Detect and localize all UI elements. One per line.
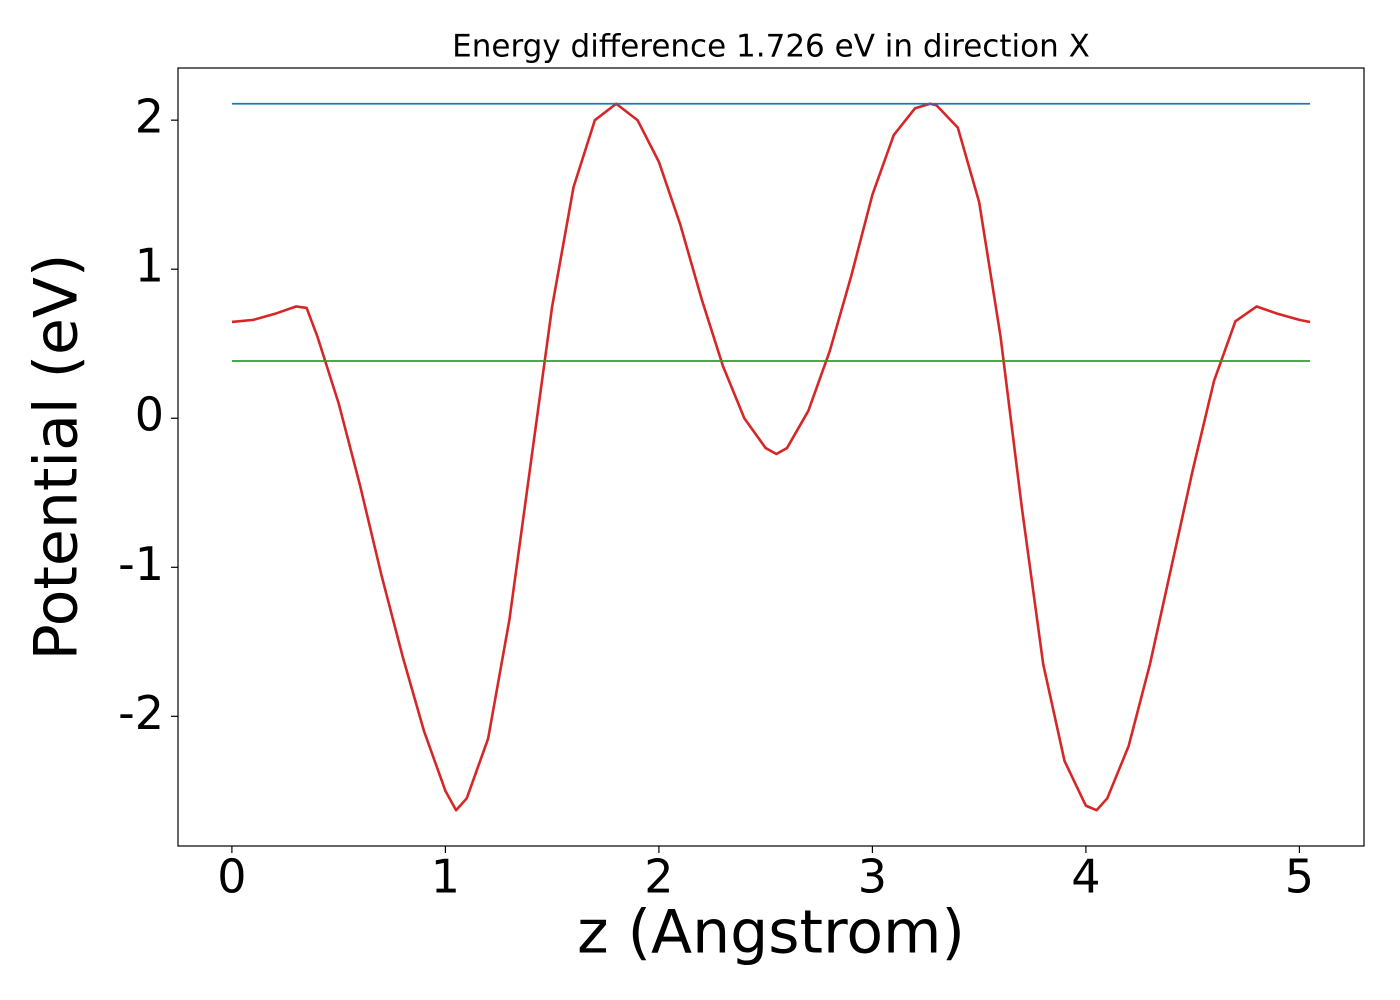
x-axis-label: z (Angstrom) <box>577 898 965 968</box>
y-tick-label: -2 <box>118 686 164 740</box>
x-tick-label: 4 <box>1071 850 1100 904</box>
plot-frame <box>177 67 1365 847</box>
x-tick-label: 2 <box>644 850 673 904</box>
y-tick-label: -1 <box>118 537 164 591</box>
x-tick-label: 0 <box>217 850 246 904</box>
chart-title: Energy difference 1.726 eV in direction … <box>452 29 1090 65</box>
y-axis-label: Potential (eV) <box>22 254 92 661</box>
y-tick-label: 2 <box>135 90 164 144</box>
x-tick-label: 1 <box>431 850 460 904</box>
y-tick-label: 0 <box>135 388 164 442</box>
data-line <box>231 102 1311 812</box>
y-tick-label: 1 <box>135 239 164 293</box>
x-tick-label: 3 <box>858 850 887 904</box>
x-tick-label: 5 <box>1285 850 1314 904</box>
